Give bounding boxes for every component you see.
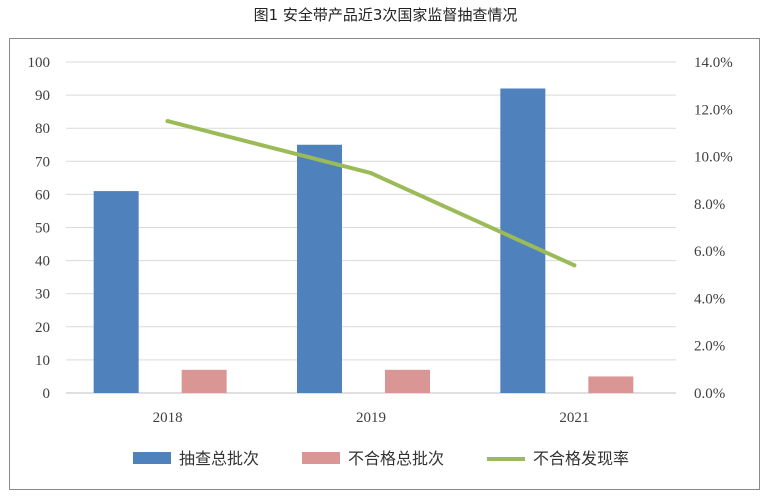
y-right-tick-label: 10.0% bbox=[694, 150, 733, 166]
legend-swatch-failed bbox=[302, 452, 340, 464]
y-right-tick-label: 0.0% bbox=[694, 386, 725, 402]
y-left-tick-label: 30 bbox=[35, 287, 50, 303]
bar-failed-batches bbox=[181, 369, 227, 393]
y-left-tick-label: 70 bbox=[35, 154, 50, 170]
y-right-tick-label: 4.0% bbox=[694, 291, 725, 307]
y-right-tick-label: 8.0% bbox=[694, 197, 725, 213]
bar-inspected-batches bbox=[93, 191, 139, 393]
legend-label: 抽查总批次 bbox=[179, 449, 259, 468]
y-right-tick-label: 12.0% bbox=[694, 102, 733, 118]
y-left-tick-label: 100 bbox=[28, 55, 51, 71]
x-tick-label: 2021 bbox=[559, 410, 589, 426]
y-right-tick-label: 6.0% bbox=[694, 244, 725, 260]
y-left-tick-label: 10 bbox=[35, 353, 50, 369]
bar-failed-batches bbox=[588, 376, 634, 393]
y-left-tick-label: 20 bbox=[35, 320, 50, 336]
legend-swatch-inspected bbox=[133, 452, 171, 464]
y-left-tick-label: 80 bbox=[35, 121, 50, 137]
y-left-tick-label: 40 bbox=[35, 254, 50, 270]
chart-title: 图1 安全带产品近3次国家监督抽查情况 bbox=[253, 6, 518, 24]
y-left-tick-label: 90 bbox=[35, 88, 50, 104]
line-point bbox=[165, 119, 170, 124]
y-left-tick-label: 50 bbox=[35, 221, 50, 237]
bar-failed-batches bbox=[385, 369, 430, 393]
y-left-tick-label: 0 bbox=[43, 386, 51, 402]
legend-label: 不合格总批次 bbox=[348, 449, 444, 468]
line-point bbox=[572, 263, 577, 268]
legend-label: 不合格发现率 bbox=[533, 449, 629, 468]
y-right-tick-label: 14.0% bbox=[694, 55, 733, 71]
x-tick-label: 2019 bbox=[356, 410, 386, 426]
y-right-tick-label: 2.0% bbox=[694, 339, 725, 355]
x-tick-label: 2018 bbox=[153, 410, 183, 426]
bar-inspected-batches bbox=[297, 144, 342, 393]
chart-frame bbox=[9, 38, 760, 490]
y-left-tick-label: 60 bbox=[35, 187, 50, 203]
line-point bbox=[369, 171, 373, 176]
